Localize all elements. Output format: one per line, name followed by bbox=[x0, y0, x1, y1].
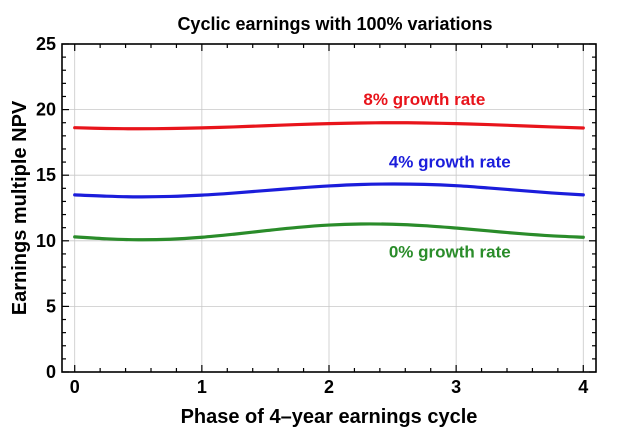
x-tick-label: 0 bbox=[70, 377, 80, 397]
series-line-1 bbox=[73, 182, 585, 199]
series-line-2 bbox=[73, 222, 585, 242]
series-label-2: 0% growth rate bbox=[389, 243, 511, 262]
series-label-0: 8% growth rate bbox=[363, 90, 485, 109]
grid bbox=[62, 43, 596, 373]
axis-ticks bbox=[62, 43, 596, 373]
y-axis-label: Earnings multiple NPV bbox=[9, 100, 31, 315]
y-tick-label: 10 bbox=[36, 231, 56, 251]
x-axis-label: Phase of 4–year earnings cycle bbox=[181, 406, 478, 428]
x-tick-label: 4 bbox=[578, 377, 588, 397]
y-tick-label: 5 bbox=[46, 296, 56, 316]
series-lines bbox=[73, 121, 585, 242]
x-tick-label: 2 bbox=[324, 377, 334, 397]
series-labels: 8% growth rate 4% growth rate 0% growth ra… bbox=[363, 90, 510, 262]
y-tick-label: 20 bbox=[36, 100, 56, 120]
series-label-1: 4% growth rate bbox=[389, 152, 511, 171]
chart-title: Cyclic earnings with 100% variations bbox=[177, 14, 492, 34]
series-line-0 bbox=[73, 121, 585, 131]
x-tick-label: 3 bbox=[451, 377, 461, 397]
x-tick-label: 1 bbox=[197, 377, 207, 397]
y-tick-label: 25 bbox=[36, 34, 56, 54]
tick-labels: 0 1 2 3 4 0 5 10 15 20 25 bbox=[36, 34, 588, 397]
y-tick-label: 0 bbox=[46, 362, 56, 382]
y-tick-label: 15 bbox=[36, 165, 56, 185]
